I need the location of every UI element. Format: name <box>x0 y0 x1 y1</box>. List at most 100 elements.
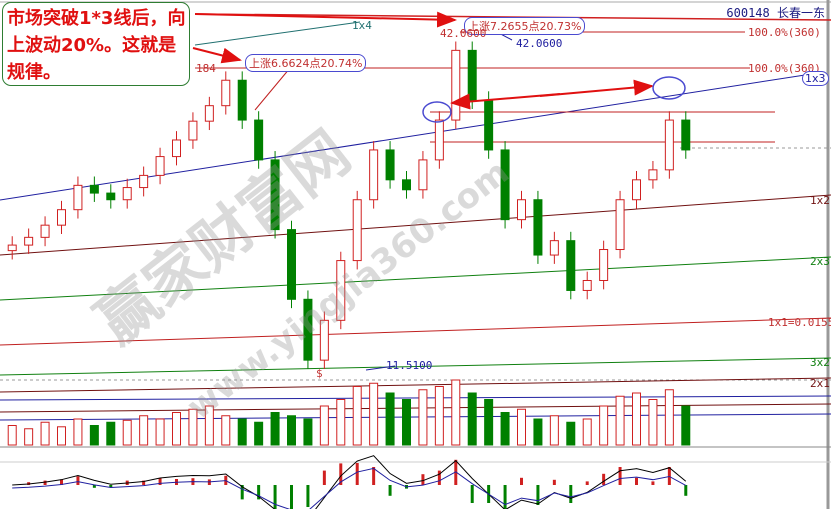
volume-bar <box>221 415 231 446</box>
candle-body <box>155 156 165 176</box>
candle-body <box>73 184 83 211</box>
gann-line-2x3 <box>0 256 831 301</box>
candle-body <box>451 49 461 121</box>
gann-line-3x2 <box>0 357 831 376</box>
candle-body <box>204 105 214 122</box>
gann-line-1x2 <box>0 194 831 256</box>
volume-bar <box>254 421 264 446</box>
candle-body <box>517 199 526 221</box>
volume-bar <box>287 415 296 446</box>
volume-bar <box>385 392 395 446</box>
candle-body <box>287 229 296 300</box>
indicator-signal-line <box>12 467 687 509</box>
level-184-label: 184 <box>196 62 216 75</box>
arrow-right <box>539 79 654 97</box>
indicator-panel <box>12 455 688 509</box>
annotation-box: 市场突破1*3线后，向上波动20%。这就是规律。 <box>2 2 190 86</box>
rise-label-1: 上涨6.6624点20.74% <box>245 54 367 72</box>
candle-body <box>188 120 198 141</box>
volume-bar <box>402 399 411 446</box>
candle-body <box>254 119 264 161</box>
gann-1x4-label: 1x4 <box>352 19 372 32</box>
highlight-ellipse <box>652 76 686 100</box>
volume-bar <box>566 421 576 446</box>
candle-body <box>89 184 99 194</box>
volume-bar <box>533 418 543 446</box>
candle-body <box>139 174 149 189</box>
volume-bar <box>172 412 181 446</box>
volume-bar <box>57 426 66 446</box>
gann-line <box>0 395 831 401</box>
highlight-ellipse <box>422 101 452 123</box>
candle-body <box>57 209 66 226</box>
arrow-to-rise1 <box>192 47 242 64</box>
stock-code: 600148 <box>726 6 770 20</box>
candles <box>7 41 691 370</box>
candle-body <box>418 159 428 191</box>
candle-body <box>484 99 494 151</box>
volume-bar <box>122 419 132 446</box>
gann-line-2x1 <box>0 377 831 393</box>
candle-body <box>303 298 313 361</box>
gann-1x2-label: 1x2 <box>810 194 830 207</box>
stock-name: 长春一东 <box>776 6 825 20</box>
candle-body <box>24 236 34 246</box>
volume-bar <box>73 418 83 446</box>
rise-label-2: 上涨7.2655点20.73% <box>464 17 586 35</box>
candle-body <box>566 240 576 291</box>
candle-body <box>237 79 247 121</box>
candle-body <box>664 119 674 171</box>
volume-bar <box>549 415 559 446</box>
volume-bar <box>451 379 461 446</box>
gann-2x3-label: 2x3 <box>810 255 830 268</box>
volume-bar <box>632 392 641 446</box>
gann-line <box>0 413 831 421</box>
indicator-line <box>12 455 687 509</box>
rise-line <box>254 67 291 111</box>
low-pointer <box>365 365 396 371</box>
volume-bar <box>188 408 198 446</box>
candle-body <box>599 249 609 281</box>
volume-bar <box>599 405 609 446</box>
gann-line-1x1 <box>0 317 831 346</box>
candle-body <box>352 199 362 262</box>
high-label-right: 42.0600 <box>516 37 563 50</box>
candle-body <box>582 279 592 291</box>
volume-bar <box>418 389 428 446</box>
volume-bar <box>89 425 99 446</box>
volume-bar <box>237 418 247 446</box>
candle-body <box>369 149 379 201</box>
volume-bar <box>648 399 658 446</box>
gann-1x3-label: 1x3 <box>802 71 829 86</box>
volume-bar <box>434 386 444 446</box>
candle-body <box>106 192 116 201</box>
candle-body <box>500 149 510 221</box>
candle-body <box>615 199 625 251</box>
volume-bar <box>40 421 50 446</box>
gann-3x2-label: 3x2 <box>810 356 830 369</box>
volume-bar <box>369 382 379 446</box>
gann-line-1x4 <box>194 21 361 46</box>
candle-body <box>319 319 329 361</box>
candle-body <box>467 49 477 101</box>
volume-bar <box>319 405 329 446</box>
volume-bar <box>467 392 477 446</box>
arrow-to-rise2 <box>194 11 457 28</box>
candle-body <box>632 179 641 201</box>
low-marker: $ <box>316 367 323 380</box>
volume-bar <box>681 405 691 446</box>
candle-body <box>7 244 17 252</box>
fib-top-label: 100.0%(360) <box>748 26 821 39</box>
candle-body <box>172 139 181 158</box>
volume-bars <box>7 379 691 446</box>
volume-bar <box>352 386 362 446</box>
volume-bar <box>106 421 116 446</box>
candle-body <box>270 159 280 231</box>
volume-bar <box>484 399 494 446</box>
volume-bar <box>336 399 346 446</box>
candle-body <box>336 260 346 321</box>
candle-body <box>385 149 395 181</box>
candle-body <box>122 187 132 201</box>
volume-bar <box>155 418 165 446</box>
